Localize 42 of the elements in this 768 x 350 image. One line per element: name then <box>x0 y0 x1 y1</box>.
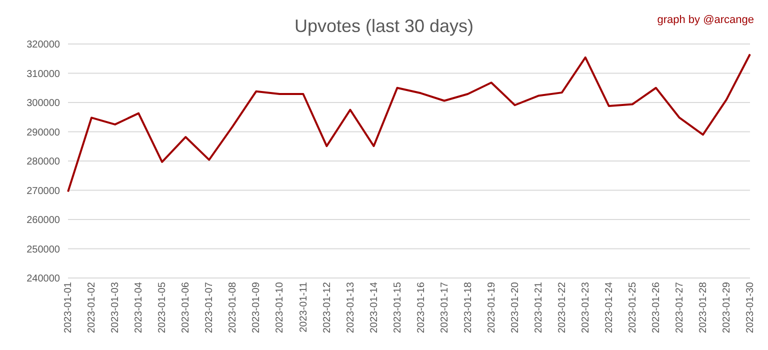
x-tick-label: 2023-01-30 <box>745 282 756 334</box>
y-tick-label: 260000 <box>26 215 60 226</box>
line-series <box>67 53 751 193</box>
y-tick-label: 320000 <box>26 40 60 51</box>
x-tick-label: 2023-01-18 <box>462 282 474 334</box>
x-tick-label: 2023-01-29 <box>722 282 733 334</box>
x-tick-label: 2023-01-04 <box>134 282 145 334</box>
x-tick-label: 2023-01-26 <box>651 282 662 334</box>
x-tick-label: 2023-01-21 <box>533 282 544 334</box>
y-tick-label: 240000 <box>26 274 60 285</box>
y-tick-label: 270000 <box>26 186 60 197</box>
y-tick-label: 250000 <box>26 244 60 256</box>
text: graph by @arcange <box>657 14 754 26</box>
x-tick-label: 2023-01-17 <box>439 282 450 334</box>
x-tick-label: 2023-01-22 <box>556 282 568 334</box>
x-tick-label: 2023-01-06 <box>180 282 192 334</box>
x-tick-label: 2023-01-13 <box>345 282 356 334</box>
x-tick-label: 2023-01-08 <box>228 282 239 334</box>
y-tick-label: 300000 <box>26 98 60 110</box>
x-tick-label: 2023-01-28 <box>698 282 710 334</box>
x-tick-label: 2023-01-09 <box>251 282 262 334</box>
x-tick-label: 2023-01-01 <box>63 282 74 334</box>
x-tick-label: 2023-01-25 <box>628 282 639 334</box>
x-tick-label: 2023-01-19 <box>486 282 498 334</box>
x-tick-label: 2023-01-11 <box>298 282 310 332</box>
x-tick-label: 2023-01-23 <box>580 282 592 334</box>
y-tick-label: 280000 <box>26 156 60 168</box>
x-tick-label: 2023-01-14 <box>368 282 380 334</box>
chart-title: Upvotes (last 30 days) <box>294 16 474 36</box>
x-tick-label: 2023-01-12 <box>322 282 333 334</box>
y-tick-label: 310000 <box>26 68 60 80</box>
x-tick-label: 2023-01-10 <box>274 282 286 334</box>
x-tick-label: 2023-01-05 <box>157 282 168 334</box>
x-tick-label: 2023-01-27 <box>674 282 686 334</box>
x-tick-label: 2023-01-16 <box>416 282 427 334</box>
x-tick-label: 2023-01-24 <box>604 282 615 334</box>
x-tick-label: 2023-01-07 <box>204 282 216 334</box>
x-tick-label: 2023-01-03 <box>110 282 122 334</box>
x-tick-label: 2023-01-02 <box>86 282 98 334</box>
x-tick-label: 2023-01-20 <box>510 282 521 334</box>
x-tick-label: 2023-01-15 <box>392 282 404 334</box>
y-tick-label: 290000 <box>26 127 60 138</box>
